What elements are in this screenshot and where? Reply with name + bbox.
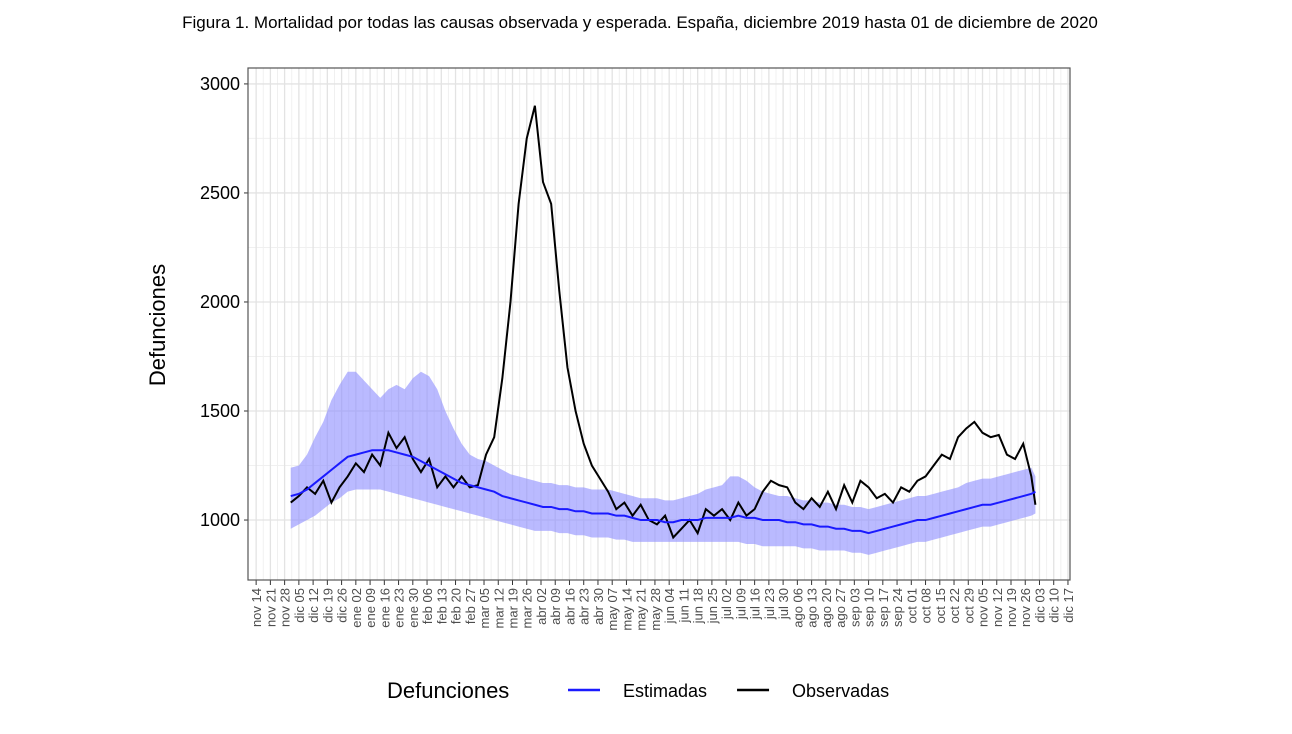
x-tick-label: ene 16 (377, 588, 392, 628)
x-tick-label: jun 04 (662, 588, 677, 624)
x-tick-label: dic 26 (335, 588, 350, 623)
x-tick-label: abr 09 (548, 588, 563, 625)
x-tick-label: dic 03 (1032, 588, 1047, 623)
x-tick-label: sep 17 (876, 588, 891, 627)
x-tick-label: ago 27 (833, 588, 848, 628)
x-tick-label: oct 01 (904, 588, 919, 623)
x-tick-label: sep 10 (862, 588, 877, 627)
x-tick-label: abr 23 (577, 588, 592, 625)
x-tick-label: jul 30 (776, 588, 791, 620)
chart-title: Figura 1. Mortalidad por todas las causa… (182, 13, 1098, 32)
y-tick-label: 2500 (200, 183, 240, 203)
x-tick-label: mar 19 (506, 588, 521, 628)
x-tick-label: feb 06 (420, 588, 435, 624)
x-tick-label: oct 29 (961, 588, 976, 623)
x-tick-label: nov 21 (263, 588, 278, 627)
x-tick-label: jun 11 (676, 588, 691, 623)
x-tick-label: oct 15 (933, 588, 948, 623)
x-tick-label: oct 22 (947, 588, 962, 623)
plot-border (247, 67, 1071, 581)
y-tick-label: 1000 (200, 510, 240, 530)
x-tick-label: feb 27 (463, 588, 478, 624)
y-axis-label: Defunciones (145, 264, 170, 386)
x-tick-label: ago 13 (805, 588, 820, 628)
x-tick-label: dic 17 (1061, 588, 1076, 623)
x-tick-label: jul 23 (762, 588, 777, 620)
legend-label: Estimadas (623, 681, 707, 701)
x-tick-label: sep 03 (847, 588, 862, 627)
x-tick-label: ago 06 (790, 588, 805, 628)
y-tick-label: 3000 (200, 74, 240, 94)
x-tick-label: nov 14 (249, 588, 264, 627)
x-tick-label: mar 05 (477, 588, 492, 628)
x-tick-label: abr 30 (591, 588, 606, 625)
x-tick-label: jul 02 (719, 588, 734, 620)
legend-title: Defunciones (387, 678, 509, 703)
x-tick-label: dic 10 (1047, 588, 1062, 623)
x-tick-label: abr 16 (562, 588, 577, 625)
y-tick-label: 2000 (200, 292, 240, 312)
x-tick-label: dic 12 (306, 588, 321, 623)
x-tick-label: may 21 (634, 588, 649, 631)
x-tick-label: ene 30 (406, 588, 421, 628)
line (290, 105, 1037, 540)
x-tick-label: mar 12 (491, 588, 506, 628)
x-tick-label: may 14 (619, 588, 634, 631)
x-tick-label: sep 24 (890, 588, 905, 627)
x-tick-label: feb 20 (449, 588, 464, 624)
x-tick-label: nov 12 (990, 588, 1005, 627)
x-tick-label: may 28 (648, 588, 663, 631)
line (290, 449, 1036, 535)
x-tick-label: jul 09 (733, 588, 748, 620)
x-tick-label: dic 19 (320, 588, 335, 623)
confidence-band (290, 371, 1036, 555)
x-tick-label: feb 13 (434, 588, 449, 624)
x-tick-label: ago 20 (819, 588, 834, 628)
x-tick-label: ene 02 (349, 588, 364, 628)
x-tick-label: may 07 (605, 588, 620, 631)
x-tick-label: ene 23 (392, 588, 407, 628)
x-tick-label: nov 19 (1004, 588, 1019, 627)
x-tick-label: mar 26 (520, 588, 535, 628)
x-tick-label: oct 08 (919, 588, 934, 623)
x-tick-label: ene 09 (363, 588, 378, 628)
y-tick-label: 1500 (200, 401, 240, 421)
x-tick-label: jul 16 (748, 588, 763, 620)
x-tick-label: dic 05 (292, 588, 307, 623)
x-tick-label: jun 18 (691, 588, 706, 624)
legend-label: Observadas (792, 681, 889, 701)
x-tick-label: abr 02 (534, 588, 549, 625)
x-tick-label: nov 26 (1018, 588, 1033, 627)
x-tick-label: nov 28 (278, 588, 293, 627)
x-tick-label: nov 05 (976, 588, 991, 627)
x-tick-label: jun 25 (705, 588, 720, 624)
